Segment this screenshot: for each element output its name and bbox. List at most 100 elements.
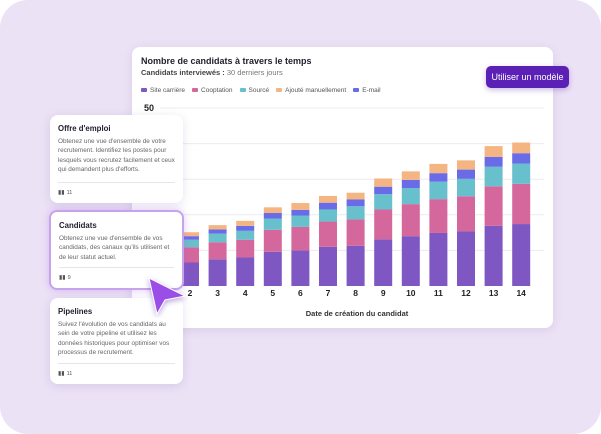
legend-label: Ajouté manuellement: [285, 87, 347, 94]
use-template-button[interactable]: Utiliser un modèle: [486, 66, 569, 88]
bar-segment: [401, 179, 420, 189]
stacked-bar-chart: 50 2 3 4 5 6 7 8 9 10 11 12 13 14 Date de création du …: [144, 103, 544, 318]
x-tick-label: 12: [461, 288, 471, 298]
x-tick-label: 5: [270, 288, 275, 298]
bar-segment: [484, 225, 503, 286]
bar-chart-icon: ▮▮: [59, 275, 66, 281]
bar-segment: [319, 246, 337, 286]
bar-segment: [346, 245, 365, 286]
bar-segment: [181, 247, 199, 263]
bar-segment: [429, 232, 448, 286]
legend-label: Site carrière: [150, 87, 186, 94]
bar-segment: [457, 169, 475, 179]
x-tick-label: 4: [243, 288, 248, 298]
legend-item: E-mail: [353, 87, 381, 94]
card-count: 11: [66, 190, 73, 196]
bar-segment: [457, 178, 475, 197]
chart-title: Nombre de candidats à travers le temps: [141, 56, 312, 66]
x-tick-label: 7: [326, 288, 331, 298]
report-card-pipelines[interactable]: Pipelines Suivez l'évolution de vos cand…: [50, 298, 183, 384]
x-tick-label: 11: [434, 288, 443, 298]
cursor-pointer-icon: [148, 277, 187, 316]
bar-segment: [236, 230, 255, 240]
bar-segment: [484, 166, 503, 187]
card-description: Suivez l'évolution de vos candidats au s…: [58, 321, 170, 357]
x-tick-label: 2: [188, 288, 193, 298]
bar-segment: [346, 199, 365, 207]
legend-label: Cooptation: [201, 87, 233, 94]
bar-segment: [374, 239, 393, 286]
bar-segment: [457, 160, 475, 170]
bar-segment: [236, 225, 255, 231]
x-tick-label: 9: [381, 288, 386, 298]
bar-segment: [263, 229, 282, 252]
x-tick-label: 13: [489, 288, 499, 298]
bar-segment: [263, 213, 282, 219]
bar-segment: [208, 229, 227, 234]
bar-segment: [181, 239, 199, 248]
bar-segment: [374, 178, 393, 187]
bar-segment: [181, 236, 199, 240]
bar-segment: [484, 186, 503, 226]
bar-segment: [319, 195, 337, 203]
legend-item: Cooptation: [192, 87, 233, 94]
bar-segment: [263, 251, 282, 286]
x-tick-label: 6: [298, 288, 303, 298]
x-axis-label: Date de création du candidat: [306, 309, 409, 318]
card-count: 9: [67, 275, 71, 281]
bar-segment: [181, 262, 199, 286]
bar-segment: [236, 220, 255, 226]
bar-segment: [291, 209, 310, 216]
bar-segment: [208, 242, 227, 260]
bar-segment: [429, 173, 448, 182]
legend-swatch: [192, 88, 199, 93]
bar-segment: [429, 181, 448, 200]
bar-segment: [374, 194, 393, 210]
card-title: Pipelines: [58, 307, 93, 316]
bar-segment: [291, 226, 310, 251]
card-description: Obtenez une vue d'ensemble de votre recr…: [58, 138, 175, 174]
bar-segment: [457, 231, 475, 286]
bar-segment: [512, 142, 531, 154]
bar-segment: [319, 221, 337, 247]
bar-segment: [236, 257, 255, 286]
bar-segment: [236, 239, 255, 258]
bar-segment: [208, 233, 227, 243]
bar-segment: [401, 171, 420, 180]
y-tick-label: 50: [144, 103, 154, 113]
legend-swatch: [239, 88, 246, 93]
x-tick-label: 14: [516, 288, 526, 298]
card-title: Offre d'emploi: [58, 124, 111, 133]
bar-segment: [263, 218, 282, 230]
chart-card: Nombre de candidats à travers le temps C…: [132, 47, 553, 328]
card-title: Candidats: [59, 221, 97, 230]
legend-swatch: [276, 88, 283, 93]
bar-segment: [512, 153, 531, 164]
bar-segment: [319, 202, 337, 210]
card-count: 11: [66, 371, 73, 377]
bar-chart-icon: ▮▮: [58, 371, 65, 377]
card-description: Obtenez une vue d'ensemble de vos candid…: [59, 235, 170, 261]
chart-subtitle: Candidats interviewés : 30 derniers jour…: [141, 68, 283, 77]
bar-segment: [401, 188, 420, 205]
bar-segment: [263, 207, 282, 214]
legend-swatch: [353, 88, 360, 93]
report-card-offre-emploi[interactable]: Offre d'emploi Obtenez une vue d'ensembl…: [50, 115, 183, 203]
x-tick-label: 10: [406, 288, 416, 298]
bar-chart-icon: ▮▮: [58, 190, 65, 196]
bar-segment: [429, 199, 448, 233]
bar-segment: [374, 186, 393, 195]
bar-segment: [291, 250, 310, 286]
bar-segment: [208, 259, 227, 286]
bar-segment: [401, 236, 420, 286]
legend-item: Site carrière: [141, 87, 185, 94]
legend-item: Sourcé: [239, 87, 270, 94]
bar-segment: [346, 192, 365, 200]
legend-label: E-mail: [362, 87, 381, 94]
bar-segment: [401, 204, 420, 237]
legend-swatch: [141, 88, 147, 93]
bar-segment: [208, 225, 227, 230]
legend-label: Sourcé: [248, 87, 270, 94]
report-card-candidats[interactable]: Candidats Obtenez une vue d'ensemble de …: [49, 210, 184, 290]
bar-segment: [484, 146, 503, 157]
